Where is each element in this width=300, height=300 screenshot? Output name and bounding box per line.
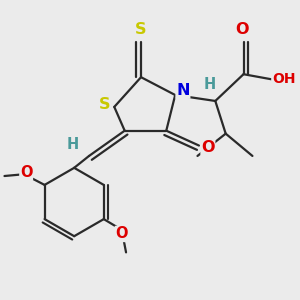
Text: H: H xyxy=(67,136,79,152)
Text: O: O xyxy=(20,165,32,180)
Text: S: S xyxy=(135,22,147,37)
Text: O: O xyxy=(235,22,249,37)
Text: H: H xyxy=(203,77,215,92)
Text: O: O xyxy=(201,140,214,154)
Text: S: S xyxy=(99,97,110,112)
Text: N: N xyxy=(176,83,190,98)
Text: OH: OH xyxy=(272,72,296,86)
Text: O: O xyxy=(115,226,128,242)
